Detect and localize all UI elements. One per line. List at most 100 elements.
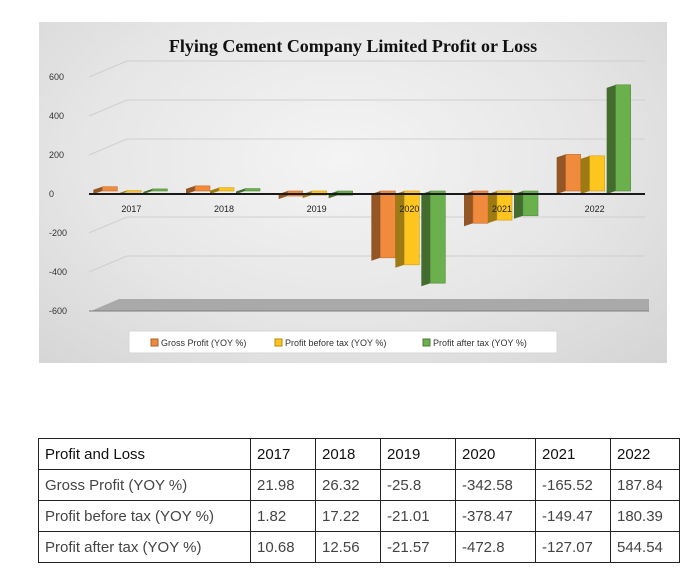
grid-layer	[88, 60, 649, 312]
y-tick-label: 600	[49, 72, 64, 82]
chart-panel: Flying Cement Company Limited Profit or …	[39, 22, 667, 363]
bar	[421, 190, 446, 287]
table-cell: -25.8	[380, 469, 456, 501]
y-tick-label: -200	[49, 228, 67, 238]
bar-layer	[89, 84, 645, 287]
bar-side	[556, 154, 566, 194]
table-row: Profit before tax (YOY %) 1.82 17.22 -21…	[38, 500, 680, 532]
bar-side	[278, 191, 288, 200]
table-cell: 21.98	[250, 469, 316, 501]
gridline	[88, 255, 128, 273]
bar	[606, 84, 631, 194]
legend-swatch	[150, 338, 159, 347]
bar	[186, 185, 211, 194]
bar-front	[522, 190, 539, 217]
table-cell: -165.52	[535, 469, 611, 501]
gridline	[88, 216, 128, 234]
table-header-cell: 2022	[610, 438, 680, 470]
bar-front	[404, 190, 420, 266]
table-cell: -472.8	[455, 531, 536, 563]
bar	[464, 190, 489, 227]
bar-side	[371, 191, 381, 261]
bar-side	[580, 155, 590, 194]
table-row: Gross Profit (YOY %) 21.98 26.32 -25.8 -…	[38, 469, 680, 501]
bar-side	[143, 188, 153, 194]
x-tick-label: 2021	[492, 204, 512, 214]
legend: Gross Profit (YOY %) Profit before tax (Y…	[128, 330, 558, 354]
bar-front	[615, 84, 631, 192]
table-cell: -21.57	[380, 531, 456, 563]
bar	[488, 190, 513, 224]
bar-front	[565, 154, 581, 192]
table-row: Profit after tax (YOY %) 10.68 12.56 -21…	[38, 531, 680, 563]
table-cell: 1.82	[250, 500, 316, 532]
bar-front	[152, 188, 168, 192]
bar-front	[102, 186, 118, 192]
chart-floor	[91, 299, 649, 311]
x-tick-label: 2022	[585, 204, 605, 214]
table-cell: 180.39	[610, 500, 680, 532]
bar	[210, 187, 235, 194]
profit-loss-chart: Flying Cement Company Limited Profit or …	[49, 36, 649, 354]
bar	[395, 190, 420, 268]
table-cell: -127.07	[535, 531, 611, 563]
x-tick-label: 2017	[121, 204, 141, 214]
bar-front	[496, 190, 513, 221]
table-cell: 12.56	[315, 531, 381, 563]
label-layer: 600 400 200 0 -200 -400 -600 2017 2018 2019 2020 20…	[49, 72, 605, 316]
x-tick-label: 2020	[399, 204, 419, 214]
table-header-cell: 2017	[250, 438, 316, 470]
table-cell: Gross Profit (YOY %)	[38, 469, 251, 501]
table-cell: 187.84	[610, 469, 680, 501]
legend-box	[128, 330, 558, 354]
x-tick-label: 2018	[214, 204, 234, 214]
bar	[236, 188, 261, 194]
bar-side	[93, 186, 103, 194]
table-header-row: Profit and Loss 2017 2018 2019 2020 2021…	[38, 438, 680, 470]
bar-side	[606, 84, 616, 194]
bar	[278, 190, 303, 200]
legend-label: Gross Profit (YOY %)	[161, 338, 246, 348]
profit-loss-table: Profit and Loss 2017 2018 2019 2020 2021…	[38, 438, 680, 563]
table-cell: -342.58	[455, 469, 536, 501]
table-cell: 10.68	[250, 531, 316, 563]
bar-front	[430, 190, 446, 284]
table-header-cell: 2018	[315, 438, 381, 470]
bar-side	[488, 191, 497, 224]
bar-front	[244, 188, 261, 192]
table-cell: -149.47	[535, 500, 611, 532]
bar-front	[472, 190, 489, 224]
bar-front	[126, 190, 142, 193]
legend-swatch	[274, 338, 283, 347]
gridline	[88, 60, 128, 78]
y-tick-label: 0	[49, 189, 54, 199]
table-cell: -378.47	[455, 500, 536, 532]
legend-label: Profit after tax (YOY %)	[433, 338, 527, 348]
table-cell: Profit before tax (YOY %)	[38, 500, 251, 532]
bar-front	[589, 155, 605, 192]
bar-side	[236, 188, 245, 194]
bar	[143, 188, 168, 194]
y-tick-label: -600	[49, 306, 67, 316]
bar-side	[186, 185, 195, 194]
bar	[371, 190, 396, 261]
table-header-cell: 2021	[535, 438, 611, 470]
table-header-cell: 2020	[455, 438, 536, 470]
bar-side	[464, 191, 473, 227]
bar-front	[380, 190, 396, 259]
x-tick-label: 2019	[307, 204, 327, 214]
bar	[556, 154, 581, 194]
bar	[93, 186, 118, 194]
table-header-cell: 2019	[380, 438, 456, 470]
legend-swatch	[422, 338, 431, 347]
bar	[514, 190, 539, 219]
table-cell: 26.32	[315, 469, 381, 501]
bar-front	[194, 185, 211, 192]
gridline	[88, 138, 128, 156]
bar-front	[218, 187, 235, 192]
y-tick-label: 400	[49, 111, 64, 121]
table-cell: 544.54	[610, 531, 680, 563]
bar-side	[421, 191, 431, 287]
table-header-cell: Profit and Loss	[38, 438, 251, 470]
y-tick-label: 200	[49, 150, 64, 160]
